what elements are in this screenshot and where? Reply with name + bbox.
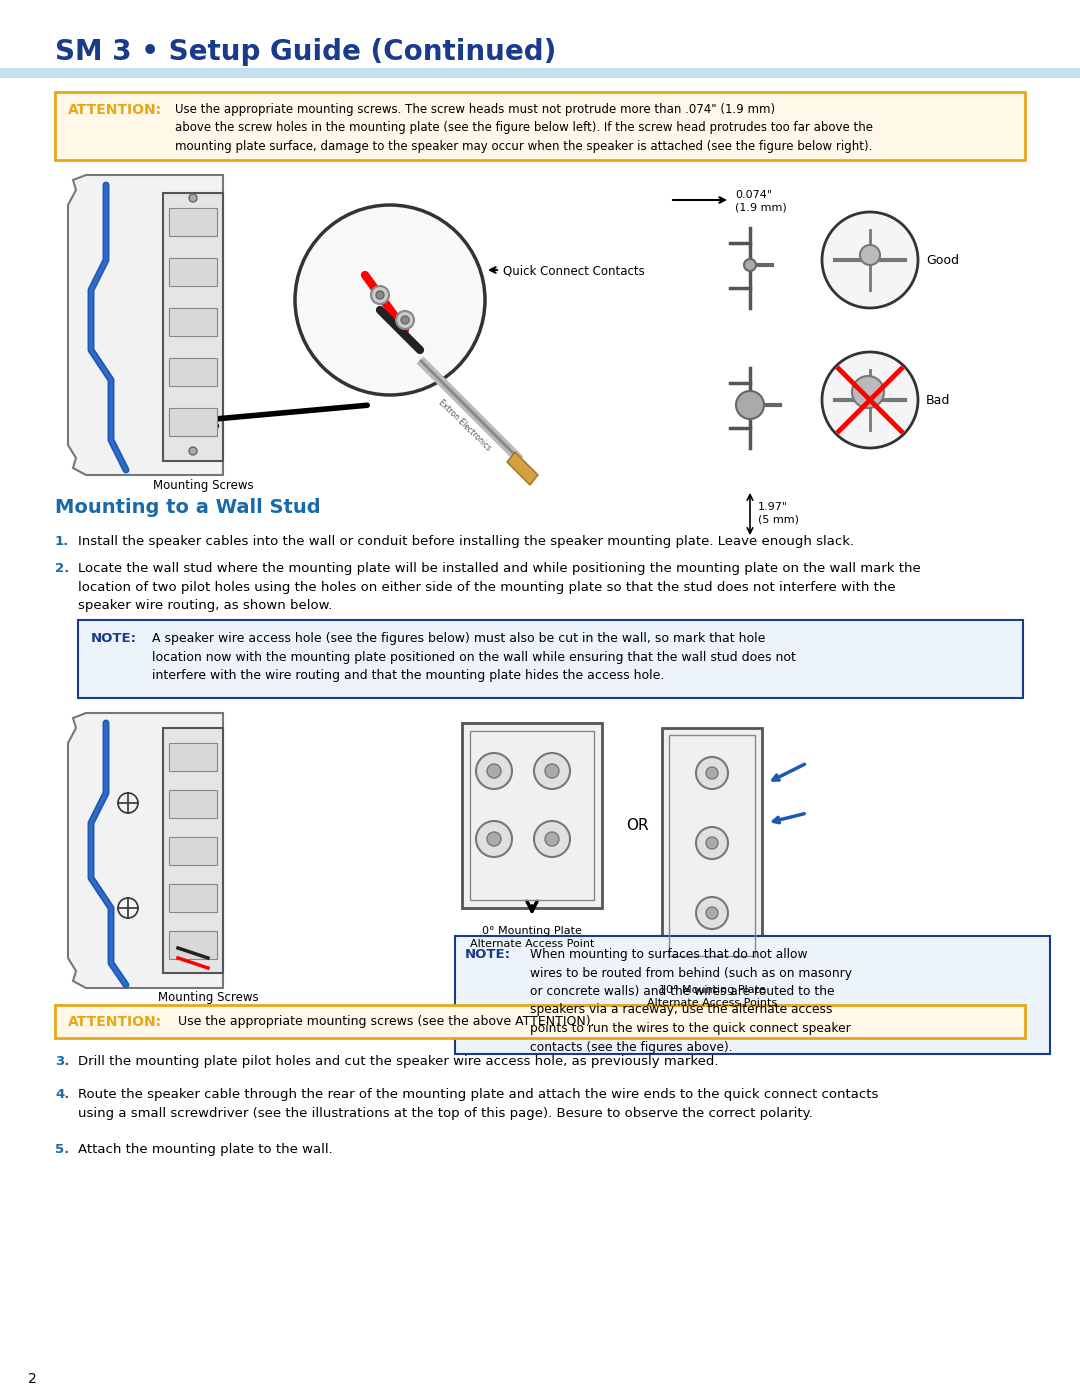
Polygon shape	[68, 712, 222, 988]
Circle shape	[372, 286, 389, 305]
Circle shape	[706, 907, 718, 919]
FancyBboxPatch shape	[168, 884, 217, 912]
Polygon shape	[68, 175, 222, 475]
FancyBboxPatch shape	[55, 1004, 1025, 1038]
Circle shape	[295, 205, 485, 395]
Circle shape	[487, 764, 501, 778]
Circle shape	[696, 897, 728, 929]
Text: 1.97"
(5 mm): 1.97" (5 mm)	[758, 502, 799, 524]
FancyBboxPatch shape	[168, 358, 217, 386]
FancyBboxPatch shape	[163, 193, 222, 461]
FancyBboxPatch shape	[462, 724, 602, 908]
Text: When mounting to surfaces that do not allow
wires to be routed from behind (such: When mounting to surfaces that do not al…	[530, 949, 852, 1053]
Text: OR: OR	[625, 817, 648, 833]
Bar	[0, 68, 1080, 78]
Circle shape	[189, 194, 197, 203]
FancyBboxPatch shape	[662, 728, 762, 963]
Text: ATTENTION:: ATTENTION:	[68, 1016, 162, 1030]
Circle shape	[545, 764, 559, 778]
FancyBboxPatch shape	[455, 936, 1050, 1053]
Circle shape	[189, 447, 197, 455]
Text: ATTENTION:: ATTENTION:	[68, 103, 162, 117]
Text: 10° Mounting Plate
Alternate Access Points: 10° Mounting Plate Alternate Access Poin…	[647, 985, 778, 1009]
FancyBboxPatch shape	[168, 743, 217, 771]
Polygon shape	[507, 453, 538, 485]
Text: Mounting to a Wall Stud: Mounting to a Wall Stud	[55, 497, 321, 517]
Text: Mounting Screws: Mounting Screws	[153, 479, 254, 492]
Text: Use the appropriate mounting screws (see the above ATTENTION).: Use the appropriate mounting screws (see…	[178, 1016, 595, 1028]
Circle shape	[534, 821, 570, 856]
Circle shape	[860, 244, 880, 265]
FancyBboxPatch shape	[168, 258, 217, 286]
Text: Good: Good	[926, 253, 959, 267]
Text: A speaker wire access hole (see the figures below) must also be cut in the wall,: A speaker wire access hole (see the figu…	[152, 631, 796, 682]
Text: 3.: 3.	[55, 1055, 69, 1067]
Circle shape	[487, 833, 501, 847]
Text: 5.: 5.	[55, 1143, 69, 1155]
Text: Extron Electronics: Extron Electronics	[437, 398, 494, 453]
FancyBboxPatch shape	[78, 620, 1023, 698]
Circle shape	[396, 312, 414, 330]
Text: 2.: 2.	[55, 562, 69, 576]
FancyBboxPatch shape	[168, 930, 217, 958]
FancyBboxPatch shape	[168, 208, 217, 236]
Text: 0.074"
(1.9 mm): 0.074" (1.9 mm)	[735, 190, 786, 212]
Circle shape	[706, 767, 718, 780]
Text: NOTE:: NOTE:	[465, 949, 511, 961]
Text: SM 3 • Setup Guide (Continued): SM 3 • Setup Guide (Continued)	[55, 38, 556, 66]
Text: Locate the wall stud where the mounting plate will be installed and while positi: Locate the wall stud where the mounting …	[78, 562, 921, 612]
Text: NOTE:: NOTE:	[91, 631, 137, 645]
Text: Mounting Screws: Mounting Screws	[158, 990, 258, 1004]
Text: Install the speaker cables into the wall or conduit before installing the speake: Install the speaker cables into the wall…	[78, 535, 854, 548]
FancyBboxPatch shape	[55, 92, 1025, 161]
Circle shape	[852, 376, 885, 408]
Text: 0° Mounting Plate
Alternate Access Point: 0° Mounting Plate Alternate Access Point	[470, 926, 594, 949]
Text: Route the speaker cable through the rear of the mounting plate and attach the wi: Route the speaker cable through the rear…	[78, 1088, 878, 1119]
Text: Attach the mounting plate to the wall.: Attach the mounting plate to the wall.	[78, 1143, 333, 1155]
Circle shape	[401, 316, 409, 324]
Circle shape	[706, 837, 718, 849]
Circle shape	[696, 827, 728, 859]
Text: Bad: Bad	[926, 394, 950, 407]
Circle shape	[476, 821, 512, 856]
Circle shape	[822, 212, 918, 307]
Circle shape	[696, 757, 728, 789]
Circle shape	[545, 833, 559, 847]
FancyBboxPatch shape	[168, 837, 217, 865]
Circle shape	[744, 258, 756, 271]
Circle shape	[534, 753, 570, 789]
FancyBboxPatch shape	[168, 307, 217, 337]
Text: Use the appropriate mounting screws. The screw heads must not protrude more than: Use the appropriate mounting screws. The…	[175, 103, 873, 154]
Circle shape	[476, 753, 512, 789]
Text: 1.: 1.	[55, 535, 69, 548]
FancyBboxPatch shape	[168, 789, 217, 819]
Text: Drill the mounting plate pilot holes and cut the speaker wire access hole, as pr: Drill the mounting plate pilot holes and…	[78, 1055, 718, 1067]
Circle shape	[822, 352, 918, 448]
Circle shape	[376, 291, 384, 299]
FancyBboxPatch shape	[168, 408, 217, 436]
Text: Quick Connect Contacts: Quick Connect Contacts	[503, 265, 645, 278]
FancyBboxPatch shape	[163, 728, 222, 972]
Text: 2: 2	[28, 1372, 37, 1386]
Text: 4.: 4.	[55, 1088, 69, 1101]
Circle shape	[735, 391, 764, 419]
